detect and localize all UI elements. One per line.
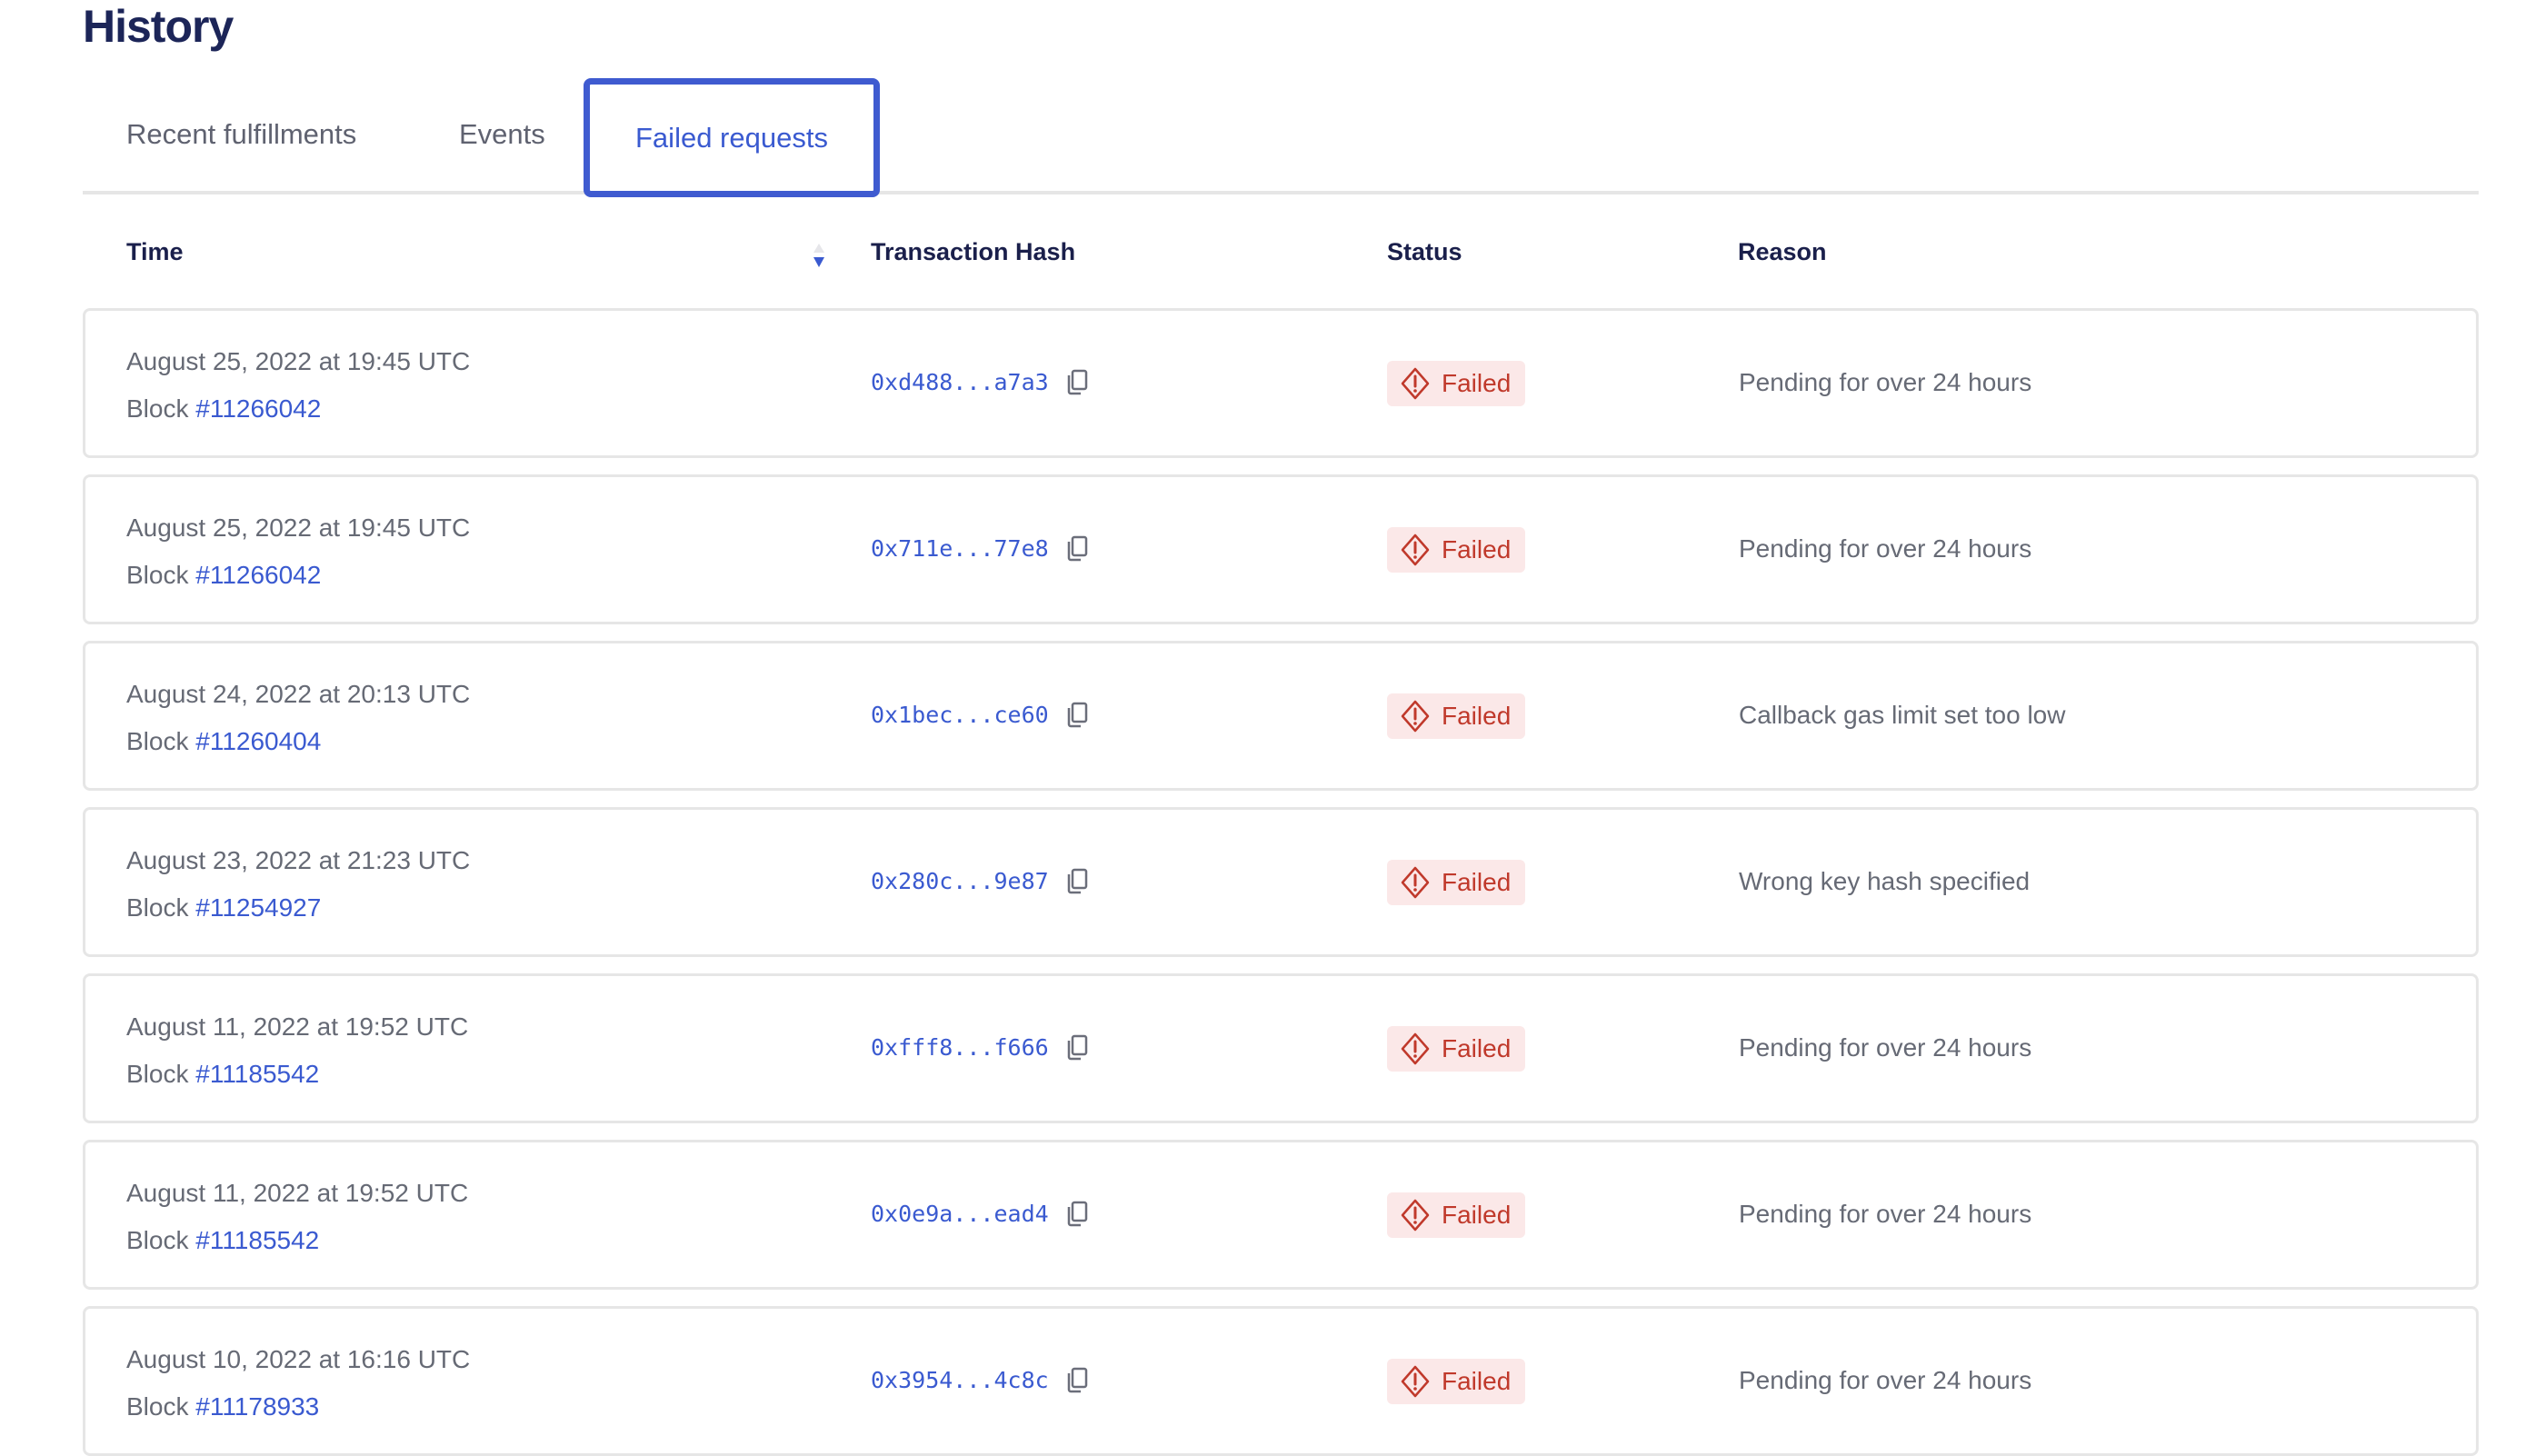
status-badge: Failed xyxy=(1387,527,1526,573)
column-header-status: Status xyxy=(1387,238,1462,265)
sort-arrows-icon[interactable] xyxy=(811,242,827,269)
block-label: Block xyxy=(126,893,189,922)
row-block: Block #11185542 xyxy=(126,1060,319,1089)
block-label: Block xyxy=(126,394,189,423)
table-row: August 24, 2022 at 20:13 UTC Block #1126… xyxy=(83,641,2479,791)
row-hash: 0x3954...4c8c xyxy=(871,1366,1089,1393)
status-text: Failed xyxy=(1442,535,1512,563)
row-time: August 11, 2022 at 19:52 UTC xyxy=(126,1012,469,1041)
copy-icon[interactable] xyxy=(1065,1366,1089,1393)
copy-icon[interactable] xyxy=(1065,1200,1089,1227)
status-badge: Failed xyxy=(1387,693,1526,739)
table-row: August 10, 2022 at 16:16 UTC Block #1117… xyxy=(83,1306,2479,1456)
block-link[interactable]: #11254927 xyxy=(195,893,322,922)
block-link[interactable]: #11185542 xyxy=(195,1060,320,1088)
diamond-exclamation-icon xyxy=(1401,534,1430,566)
transaction-hash-link[interactable]: 0x0e9a...ead4 xyxy=(871,1200,1049,1227)
row-block: Block #11260404 xyxy=(126,727,321,756)
transaction-hash-link[interactable]: 0x1bec...ce60 xyxy=(871,701,1049,728)
transaction-hash-link[interactable]: 0x711e...77e8 xyxy=(871,534,1049,562)
row-time: August 10, 2022 at 16:16 UTC xyxy=(126,1345,471,1373)
row-time: August 25, 2022 at 19:45 UTC xyxy=(126,514,471,542)
block-label: Block xyxy=(126,561,189,589)
row-time: August 11, 2022 at 19:52 UTC xyxy=(126,1179,469,1207)
status-badge: Failed xyxy=(1387,860,1526,905)
row-reason: Pending for over 24 hours xyxy=(1739,368,2032,396)
page-title: History xyxy=(83,1,234,52)
table-row: August 25, 2022 at 19:45 UTC Block #1126… xyxy=(83,474,2479,624)
tab-failed-requests[interactable]: Failed requests xyxy=(584,78,880,197)
diamond-exclamation-icon xyxy=(1401,866,1430,899)
transaction-hash-link[interactable]: 0x3954...4c8c xyxy=(871,1366,1049,1393)
column-header-time[interactable]: Time xyxy=(126,238,184,265)
row-block: Block #11266042 xyxy=(126,561,321,590)
copy-icon[interactable] xyxy=(1065,867,1089,894)
status-text: Failed xyxy=(1442,1034,1512,1062)
status-text: Failed xyxy=(1442,369,1512,397)
status-badge: Failed xyxy=(1387,1192,1526,1238)
row-block: Block #11254927 xyxy=(126,893,321,922)
block-label: Block xyxy=(126,1392,189,1421)
copy-icon[interactable] xyxy=(1065,368,1089,395)
row-hash: 0xd488...a7a3 xyxy=(871,368,1089,395)
row-block: Block #11185542 xyxy=(126,1226,319,1255)
status-text: Failed xyxy=(1442,702,1512,730)
diamond-exclamation-icon xyxy=(1401,367,1430,400)
status-badge: Failed xyxy=(1387,1026,1526,1072)
row-reason: Pending for over 24 hours xyxy=(1739,1366,2032,1394)
diamond-exclamation-icon xyxy=(1401,700,1430,733)
column-header-reason: Reason xyxy=(1738,238,1827,265)
block-link[interactable]: #11266042 xyxy=(195,561,322,589)
row-hash: 0x280c...9e87 xyxy=(871,867,1089,894)
block-link[interactable]: #11266042 xyxy=(195,394,322,423)
block-label: Block xyxy=(126,1226,189,1254)
block-link[interactable]: #11178933 xyxy=(195,1392,320,1421)
row-reason: Callback gas limit set too low xyxy=(1739,701,2066,729)
row-reason: Pending for over 24 hours xyxy=(1739,534,2032,563)
row-hash: 0x1bec...ce60 xyxy=(871,701,1089,728)
row-block: Block #11266042 xyxy=(126,394,321,424)
tab-events[interactable]: Events xyxy=(459,118,545,150)
table-row: August 25, 2022 at 19:45 UTC Block #1126… xyxy=(83,308,2479,458)
block-link[interactable]: #11260404 xyxy=(195,727,322,755)
copy-icon[interactable] xyxy=(1065,701,1089,728)
row-hash: 0x711e...77e8 xyxy=(871,534,1089,562)
row-reason: Wrong key hash specified xyxy=(1739,867,2031,895)
status-text: Failed xyxy=(1442,868,1512,896)
transaction-hash-link[interactable]: 0xfff8...f666 xyxy=(871,1033,1049,1061)
row-time: August 24, 2022 at 20:13 UTC xyxy=(126,680,471,708)
diamond-exclamation-icon xyxy=(1401,1199,1430,1232)
status-text: Failed xyxy=(1442,1367,1512,1395)
table-row: August 11, 2022 at 19:52 UTC Block #1118… xyxy=(83,973,2479,1123)
diamond-exclamation-icon xyxy=(1401,1365,1430,1398)
transaction-hash-link[interactable]: 0xd488...a7a3 xyxy=(871,368,1049,395)
transaction-hash-link[interactable]: 0x280c...9e87 xyxy=(871,867,1049,894)
copy-icon[interactable] xyxy=(1065,534,1089,562)
block-label: Block xyxy=(126,1060,189,1088)
block-label: Block xyxy=(126,727,189,755)
tab-recent-fulfillments[interactable]: Recent fulfillments xyxy=(126,118,357,150)
status-text: Failed xyxy=(1442,1201,1512,1229)
status-badge: Failed xyxy=(1387,1359,1526,1404)
row-reason: Pending for over 24 hours xyxy=(1739,1033,2032,1062)
tab-bar: Recent fulfillments Events Failed reques… xyxy=(83,78,2479,197)
copy-icon[interactable] xyxy=(1065,1033,1089,1061)
row-reason: Pending for over 24 hours xyxy=(1739,1200,2032,1228)
row-block: Block #11178933 xyxy=(126,1392,319,1421)
row-hash: 0x0e9a...ead4 xyxy=(871,1200,1089,1227)
block-link[interactable]: #11185542 xyxy=(195,1226,320,1254)
table-row: August 11, 2022 at 19:52 UTC Block #1118… xyxy=(83,1140,2479,1290)
diamond-exclamation-icon xyxy=(1401,1032,1430,1065)
table-row: August 23, 2022 at 21:23 UTC Block #1125… xyxy=(83,807,2479,957)
row-time: August 25, 2022 at 19:45 UTC xyxy=(126,347,471,375)
row-time: August 23, 2022 at 21:23 UTC xyxy=(126,846,471,874)
row-hash: 0xfff8...f666 xyxy=(871,1033,1089,1061)
column-header-transaction-hash: Transaction Hash xyxy=(871,238,1076,265)
status-badge: Failed xyxy=(1387,361,1526,406)
